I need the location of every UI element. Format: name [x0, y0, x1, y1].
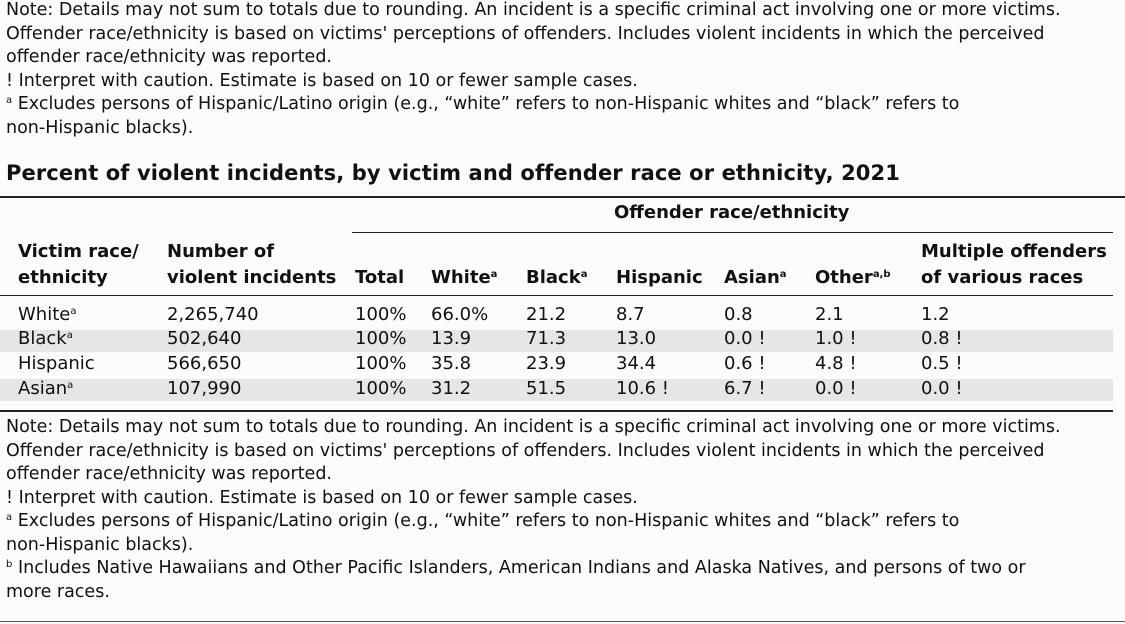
footnote-a-marker: a — [6, 512, 13, 523]
footnote-a-line1: Excludes persons of Hispanic/Latino orig… — [17, 94, 960, 114]
row-asian-incidents: 107,990 — [167, 378, 242, 399]
row-white-victim: Whitea — [18, 304, 76, 325]
row-white-total: 100% — [355, 304, 407, 325]
row-white-black: 21.2 — [526, 304, 567, 325]
victim-sup: a — [66, 330, 73, 341]
victim-label: Hispanic — [18, 353, 95, 374]
row-black-black: 71.3 — [526, 328, 567, 349]
row-hispanic-black: 23.9 — [526, 353, 567, 374]
group-rule — [352, 232, 1113, 233]
header-victim-line1: Victim race/ — [18, 241, 139, 262]
note-caution: ! Interpret with caution. Estimate is ba… — [6, 487, 638, 508]
header-black: Blacka — [526, 267, 587, 288]
row-black-other: 1.0 ! — [815, 328, 857, 349]
header-asian: Asiana — [724, 267, 787, 288]
header-other-label: Other — [815, 267, 873, 288]
header-black-sup: a — [580, 269, 588, 280]
row-hispanic-total: 100% — [355, 353, 407, 374]
victim-label: Black — [18, 328, 67, 349]
row-white-other: 2.1 — [815, 304, 844, 325]
row-black-asian: 0.0 ! — [724, 328, 766, 349]
row-asian-total: 100% — [355, 378, 407, 399]
row-black-victim: Blacka — [18, 328, 73, 349]
row-white-white: 66.0% — [431, 304, 489, 325]
header-other-sup: a,b — [872, 269, 891, 280]
victim-label: White — [18, 304, 71, 325]
note-rounding: Note: Details may not sum to totals due … — [6, 0, 1061, 20]
row-hispanic-multiple: 0.5 ! — [921, 353, 963, 374]
header-total: Total — [355, 267, 405, 288]
table-bottom-rule — [0, 410, 1113, 412]
row-asian-other: 0.0 ! — [815, 378, 857, 399]
row-white-incidents: 2,265,740 — [167, 304, 259, 325]
row-hispanic-white: 35.8 — [431, 353, 472, 374]
footnote-a: a Excludes persons of Hispanic/Latino or… — [6, 510, 1121, 534]
row-asian-asian: 6.7 ! — [724, 378, 766, 399]
note-rounding: Note: Details may not sum to totals due … — [6, 417, 1061, 437]
row-band — [0, 379, 1113, 401]
header-asian-sup: a — [779, 269, 787, 280]
row-asian-white: 31.2 — [431, 378, 472, 399]
header-black-label: Black — [526, 267, 581, 288]
title-rule — [0, 196, 1125, 198]
row-black-hispanic: 13.0 — [616, 328, 657, 349]
row-asian-victim: Asiana — [18, 378, 73, 399]
footnote-a-marker: a — [6, 95, 13, 106]
row-white-hispanic: 8.7 — [616, 304, 645, 325]
row-black-multiple: 0.8 ! — [921, 328, 963, 349]
victim-sup: a — [70, 306, 77, 317]
header-multiple-line2: of various races — [921, 267, 1084, 288]
notes-top: Note: Details may not sum to totals due … — [6, 0, 1121, 140]
footnote-b-line2: more races. — [6, 581, 110, 602]
row-asian-hispanic: 10.6 ! — [616, 378, 670, 399]
row-white-multiple: 1.2 — [921, 304, 950, 325]
header-hispanic: Hispanic — [616, 267, 703, 288]
row-white-asian: 0.8 — [724, 304, 753, 325]
notes-bottom: Note: Details may not sum to totals due … — [6, 416, 1121, 604]
header-other: Othera,b — [815, 267, 891, 288]
note-perception-line2: offender race/ethnicity was reported. — [6, 47, 332, 67]
row-hispanic-asian: 0.6 ! — [724, 353, 766, 374]
header-white-sup: a — [490, 269, 498, 280]
row-hispanic-incidents: 566,650 — [167, 353, 242, 374]
faint-cut-line — [8, 151, 1008, 161]
row-asian-black: 51.5 — [526, 378, 567, 399]
table-title: Percent of violent incidents, by victim … — [6, 161, 900, 185]
header-white-label: White — [431, 267, 491, 288]
page-bottom-rule — [0, 621, 1125, 622]
row-hispanic-victim: Hispanic — [18, 353, 95, 374]
row-hispanic-other: 4.8 ! — [815, 353, 857, 374]
row-asian-multiple: 0.0 ! — [921, 378, 963, 399]
header-rule — [0, 295, 1113, 296]
row-black-incidents: 502,640 — [167, 328, 242, 349]
note-perception-line2: offender race/ethnicity was reported. — [6, 464, 332, 484]
header-victim-line2: ethnicity — [18, 267, 108, 288]
footnote-b-line1: Includes Native Hawaiians and Other Paci… — [17, 558, 1026, 578]
footnote-a: a Excludes persons of Hispanic/Latino or… — [6, 93, 1121, 117]
footnote-b-marker: b — [6, 559, 13, 570]
header-asian-label: Asian — [724, 267, 780, 288]
victim-label: Asian — [18, 378, 68, 399]
row-black-total: 100% — [355, 328, 407, 349]
note-perception-line1: Offender race/ethnicity is based on vict… — [6, 440, 1045, 461]
footnote-a-line1: Excludes persons of Hispanic/Latino orig… — [17, 511, 960, 531]
header-white: Whitea — [431, 267, 497, 288]
footnote-a-line2: non-Hispanic blacks). — [6, 117, 194, 138]
footnote-a-line2: non-Hispanic blacks). — [6, 534, 194, 555]
note-caution: ! Interpret with caution. Estimate is ba… — [6, 70, 638, 91]
victim-sup: a — [67, 380, 74, 391]
header-multiple-line1: Multiple offenders — [921, 241, 1107, 262]
footnote-b: b Includes Native Hawaiians and Other Pa… — [6, 557, 1121, 581]
row-hispanic-hispanic: 34.4 — [616, 353, 657, 374]
row-band — [0, 330, 1113, 352]
note-perception-line1: Offender race/ethnicity is based on vict… — [6, 23, 1045, 44]
header-incidents-line1: Number of — [167, 241, 275, 262]
header-incidents-line2: violent incidents — [167, 267, 337, 288]
offender-group-header: Offender race/ethnicity — [614, 202, 850, 223]
row-black-white: 13.9 — [431, 328, 472, 349]
